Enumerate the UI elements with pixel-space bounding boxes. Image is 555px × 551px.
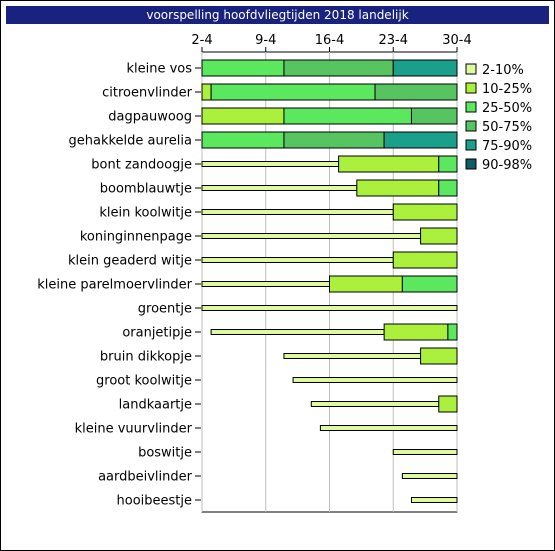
bar-segment-p25-50 [201, 59, 285, 77]
bar-segment-p2-10 [201, 281, 330, 287]
x-tick-label: 16-4 [315, 33, 345, 48]
legend-swatch [465, 101, 477, 113]
species-label: bruin dikkopje [100, 350, 192, 365]
bar-segment-p10-25 [201, 83, 212, 101]
legend-layer: 2-10% 10-25% 25-50% 50-75% 75-90% 90-98% [465, 63, 532, 173]
legend-label: 75-90% [482, 139, 532, 154]
bar-segment-p10-25 [438, 395, 458, 413]
x-tick-label: 23-4 [378, 33, 408, 48]
bar-segment-p50-75 [283, 131, 385, 149]
species-label: bont zandoogje [91, 158, 192, 173]
bar-segment-p2-10 [201, 185, 358, 191]
chart-title: voorspelling hoofdvliegtijden 2018 lande… [6, 6, 549, 24]
bar-segment-p2-10 [201, 305, 458, 311]
legend-swatch [465, 158, 477, 170]
bar-segment-p75-90 [392, 59, 458, 77]
species-label: kleine vuurvlinder [75, 422, 193, 437]
bar-segment-p25-50 [210, 83, 376, 101]
bar-segment-p50-75 [283, 59, 394, 77]
species-label: boomblauwtje [100, 182, 192, 197]
x-tick-label: 9-4 [255, 33, 276, 48]
bar-segment-p25-50 [283, 107, 412, 125]
bar-segment-p10-25 [201, 107, 285, 125]
bar-segment-p25-50 [201, 131, 285, 149]
bar-segment-p25-50 [438, 179, 458, 197]
bar-segment-p10-25 [392, 203, 458, 221]
legend-label: 90-98% [482, 158, 532, 173]
species-label: hooibeestje [117, 494, 193, 509]
bar-segment-p10-25 [329, 275, 403, 293]
bar-segment-p2-10 [401, 473, 458, 479]
legend-swatch [465, 63, 477, 75]
species-label: dagpauwoog [108, 110, 192, 125]
legend-label: 2-10% [482, 63, 524, 78]
bar-segment-p2-10 [392, 449, 458, 455]
bar-segment-p25-50 [438, 155, 458, 173]
bar-segment-p10-25 [420, 227, 458, 245]
legend-swatch [465, 82, 477, 94]
bars-layer [201, 59, 458, 503]
bar-segment-p10-25 [392, 251, 458, 269]
bar-segment-p50-75 [374, 83, 458, 101]
x-tick-label: 30-4 [442, 33, 472, 48]
bar-segment-p2-10 [310, 401, 440, 407]
species-label: landkaartje [119, 398, 192, 413]
bar-segment-p25-50 [401, 275, 458, 293]
x-tick-label: 2-4 [191, 33, 212, 48]
species-label: oranjetipje [122, 326, 192, 341]
bar-segment-p75-90 [383, 131, 458, 149]
bar-segment-p25-50 [447, 323, 458, 341]
bar-segment-p10-25 [338, 155, 440, 173]
bar-segment-p2-10 [319, 425, 458, 431]
bar-segment-p2-10 [201, 209, 394, 215]
species-label: gehakkelde aurelia [69, 134, 193, 149]
species-label: koninginnenpage [80, 230, 192, 245]
bar-segment-p50-75 [410, 107, 458, 125]
bar-segment-p2-10 [201, 161, 340, 167]
species-label: kleine vos [126, 62, 192, 77]
species-label: citroenvlinder [102, 86, 193, 101]
species-label: groentje [138, 302, 192, 317]
labels-layer: kleine vos citroenvlinder dagpauwoog gehakk… [37, 62, 192, 509]
ticks-layer: 2-4 9-4 16-4 23-4 30-4 [191, 33, 472, 501]
legend-swatch [465, 120, 477, 132]
legend-label: 25-50% [482, 101, 532, 116]
legend-swatch [465, 139, 477, 151]
species-label: boswitje [138, 446, 192, 461]
bar-segment-p2-10 [210, 329, 385, 335]
species-label: groot koolwitje [96, 374, 192, 389]
bar-segment-p2-10 [201, 257, 394, 263]
legend-label: 50-75% [482, 120, 532, 135]
legend-label: 10-25% [482, 82, 532, 97]
bar-segment-p10-25 [356, 179, 440, 197]
bar-segment-p2-10 [283, 353, 422, 359]
bar-segment-p10-25 [420, 347, 458, 365]
bar-segment-p10-25 [383, 323, 449, 341]
bar-segment-p2-10 [410, 497, 458, 503]
bar-segment-p2-10 [201, 233, 422, 239]
species-label: klein koolwitje [99, 206, 192, 221]
bar-segment-p2-10 [292, 377, 458, 383]
species-label: klein geaderd witje [68, 254, 192, 269]
species-label: aardbeivlinder [98, 470, 193, 485]
species-label: kleine parelmoervlinder [37, 278, 192, 293]
